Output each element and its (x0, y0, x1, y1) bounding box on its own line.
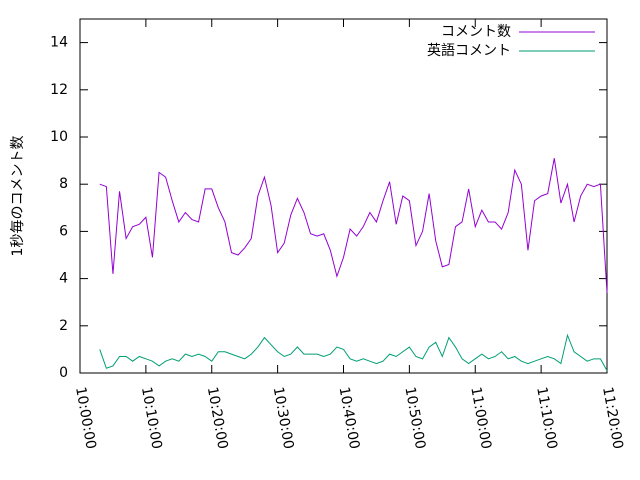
y-tick-label: 8 (59, 176, 68, 192)
x-tick-label: 11:00:00 (467, 386, 494, 451)
y-tick-label: 0 (59, 365, 68, 381)
y-tick-label: 2 (59, 318, 68, 334)
legend-label: 英語コメント (427, 42, 511, 59)
x-tick-label: 11:20:00 (599, 386, 626, 451)
x-tick-label: 10:20:00 (204, 386, 231, 451)
y-tick-label: 14 (50, 35, 68, 51)
x-tick-label: 10:00:00 (72, 386, 99, 451)
x-tick-label: 10:50:00 (401, 386, 428, 451)
plot-frame (79, 18, 608, 374)
x-tick-label: 11:10:00 (533, 386, 560, 451)
y-axis-label: 1秒毎のコメント数 (10, 136, 26, 257)
x-tick-label: 10:10:00 (138, 386, 165, 451)
y-tick-label: 4 (59, 271, 68, 287)
legend-label: コメント数 (441, 24, 511, 40)
series-line (99, 158, 608, 293)
series-line (99, 333, 608, 371)
y-tick-label: 6 (59, 223, 68, 239)
x-tick-label: 10:30:00 (270, 386, 297, 451)
y-tick-label: 10 (50, 129, 68, 145)
x-tick-label: 10:40:00 (336, 386, 363, 451)
y-tick-label: 12 (50, 82, 68, 98)
